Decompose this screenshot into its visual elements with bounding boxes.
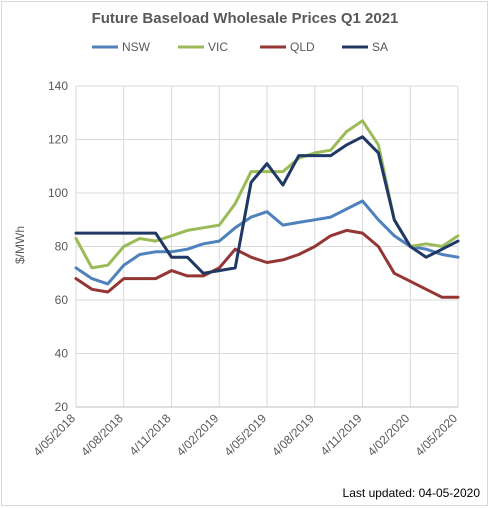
- x-tick-label: 4/08/2019: [269, 411, 317, 459]
- gridlines: [75, 85, 459, 408]
- y-tick-label: 80: [55, 240, 69, 254]
- y-tick-label: 60: [55, 293, 69, 307]
- y-axis-label: $/MWh: [13, 226, 27, 264]
- x-tick-label: 4/02/2019: [174, 411, 222, 459]
- series-line-qld: [74, 228, 460, 299]
- last-updated-text: Last updated: 04-05-2020: [342, 486, 480, 500]
- x-tick-label: 4/05/2019: [221, 411, 269, 459]
- x-tick-label: 4/05/2018: [30, 411, 78, 459]
- legend-label-vic: VIC: [208, 40, 228, 54]
- series-line-nsw: [74, 199, 460, 286]
- x-axis-ticks: 4/05/2018 4/08/2018 4/11/2018 4/02/2019 4/05…: [30, 411, 460, 459]
- legend-label-nsw: NSW: [122, 40, 151, 54]
- series-line-sa: [74, 135, 460, 275]
- x-tick-label: 4/11/2018: [127, 411, 174, 458]
- legend: NSW VIC QLD SA: [92, 40, 388, 54]
- x-tick-label: 4/08/2018: [78, 411, 126, 459]
- y-axis-ticks: 20 40 60 80 100 120 140: [48, 79, 68, 414]
- y-tick-label: 20: [55, 400, 69, 414]
- y-tick-label: 120: [48, 133, 68, 147]
- x-tick-label: 4/05/2020: [412, 411, 460, 459]
- series-lines: [74, 119, 460, 299]
- chart-title: Future Baseload Wholesale Prices Q1 2021: [91, 10, 399, 27]
- legend-label-sa: SA: [372, 40, 388, 54]
- y-tick-label: 100: [48, 186, 68, 200]
- x-tick-label: 4/11/2019: [318, 411, 365, 458]
- y-tick-label: 40: [55, 347, 69, 361]
- x-tick-label: 4/02/2020: [365, 411, 413, 459]
- legend-label-qld: QLD: [290, 40, 315, 54]
- y-tick-label: 140: [48, 79, 68, 93]
